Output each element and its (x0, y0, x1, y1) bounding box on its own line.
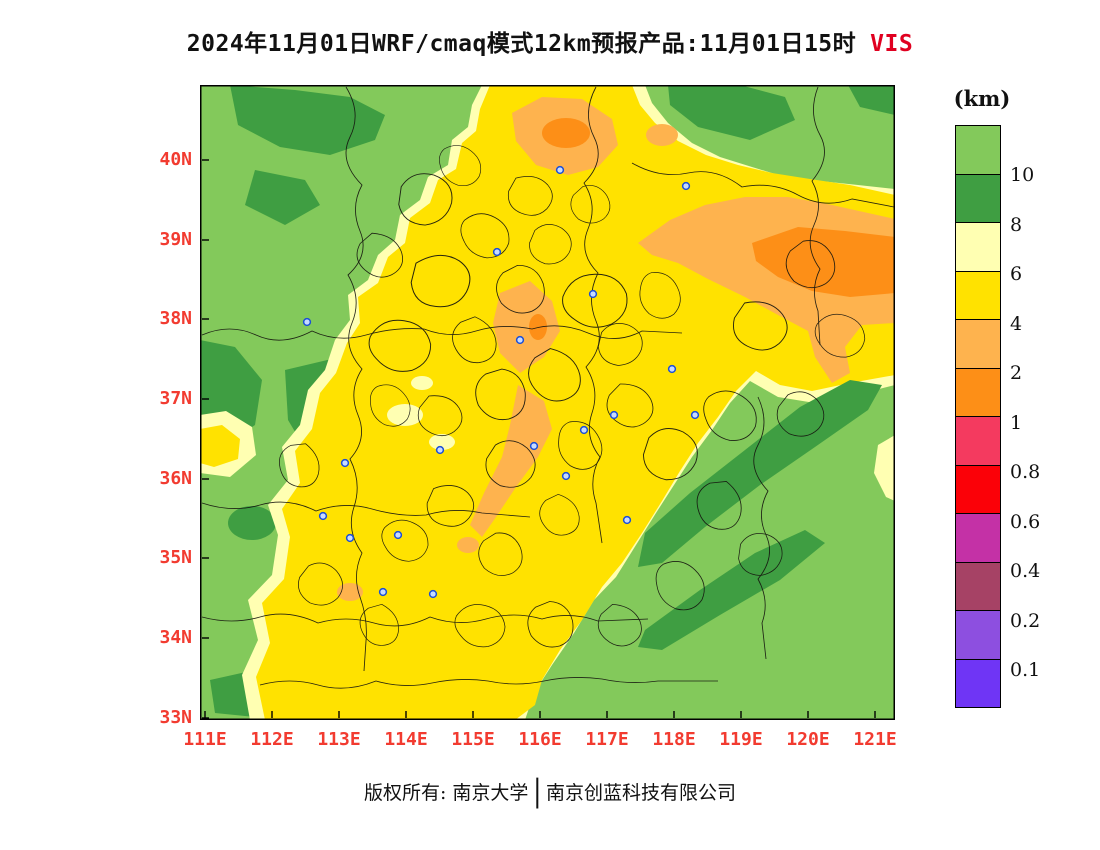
lat-label-38n: 38N (159, 308, 192, 329)
colorbar-cell-04-06 (955, 513, 1001, 563)
lat-label-35n: 35N (159, 547, 192, 568)
colorbar-tick-2: 2 (1010, 362, 1023, 384)
map-area (200, 85, 895, 720)
copyright-owner: 版权所有: 南京大学 (363, 782, 529, 804)
lon-label-113e: 113E (317, 729, 361, 750)
lon-label-119e: 119E (719, 729, 763, 750)
lon-label-121e: 121E (853, 729, 897, 750)
colorbar-tick-08: 0.8 (1010, 461, 1041, 483)
colorbar-cell-8-10 (955, 173, 1001, 223)
copyright-footer: 版权所有: 南京大学│南京创蓝科技有限公司 (0, 778, 1100, 809)
colorbar-tick-01: 0.1 (1010, 659, 1041, 681)
colorbar-cell-02-04 (955, 561, 1001, 611)
vis-1-2-regions (529, 118, 895, 340)
title-text: 2024年11月01日WRF/cmaq模式12km预报产品:11月01日15时 (186, 31, 857, 57)
colorbar-tick-02: 0.2 (1010, 610, 1041, 632)
colorbar-tick-10: 10 (1010, 164, 1035, 186)
colorbar-tick-8: 8 (1010, 214, 1023, 236)
colorbar-tick-6: 6 (1010, 263, 1023, 285)
colorbar-cell-2-4 (955, 319, 1001, 369)
colorbar-unit: (km) (953, 86, 1011, 111)
lon-label-111e: 111E (183, 729, 227, 750)
lon-label-120e: 120E (786, 729, 830, 750)
lon-label-117e: 117E (585, 729, 629, 750)
colorbar-cell-4-6 (955, 270, 1001, 320)
colorbar-tick-06: 0.6 (1010, 511, 1041, 533)
vis-pockets (387, 376, 455, 450)
colorbar-cell-lt01 (955, 658, 1001, 708)
colorbar-cell-1-2 (955, 367, 1001, 417)
lon-label-115e: 115E (451, 729, 495, 750)
colorbar-tick-1: 1 (1010, 412, 1023, 434)
lat-label-34n: 34N (159, 627, 192, 648)
colorbar-cell-06-08 (955, 464, 1001, 514)
lat-label-40n: 40N (159, 149, 192, 170)
colorbar-cell-gt10 (955, 125, 1001, 175)
colorbar-tick-4: 4 (1010, 313, 1023, 335)
colorbar (955, 125, 1001, 708)
colorbar-cell-08-1 (955, 416, 1001, 466)
map-frame (200, 85, 895, 720)
title-variable: VIS (870, 31, 914, 57)
lon-label-118e: 118E (652, 729, 696, 750)
visibility-contour-map (200, 85, 895, 720)
province-county-boundaries (201, 86, 895, 689)
lat-label-37n: 37N (159, 388, 192, 409)
copyright-company: 南京创蓝科技有限公司 (546, 782, 737, 804)
colorbar-tick-04: 0.4 (1010, 560, 1041, 582)
page-title: 2024年11月01日WRF/cmaq模式12km预报产品:11月01日15时 V… (0, 24, 1100, 58)
lat-label-39n: 39N (159, 229, 192, 250)
colorbar-cell-01-02 (955, 610, 1001, 660)
lat-label-33n: 33N (159, 707, 192, 728)
colorbar-cell-6-8 (955, 222, 1001, 272)
axis-ticks (202, 159, 876, 719)
lon-label-112e: 112E (250, 729, 294, 750)
vis-8-10-se-streaks (638, 380, 882, 650)
lon-label-114e: 114E (384, 729, 428, 750)
lon-label-116e: 116E (518, 729, 562, 750)
station-markers (302, 165, 700, 599)
footer-separator: │ (529, 779, 546, 809)
lat-label-36n: 36N (159, 468, 192, 489)
